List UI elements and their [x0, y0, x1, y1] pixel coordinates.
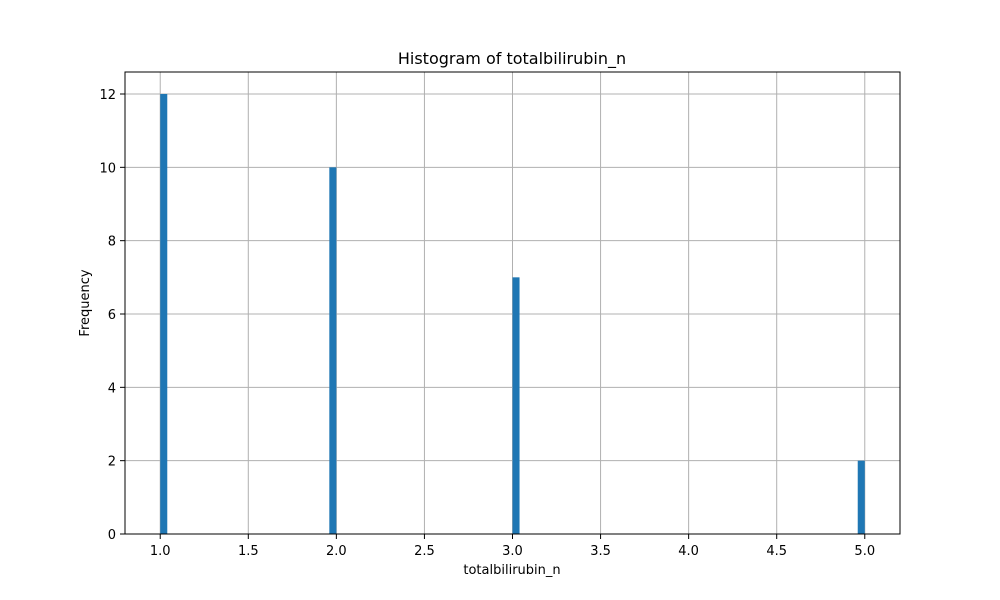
y-tick-label: 6 — [108, 308, 116, 323]
x-axis-label: totalbilirubin_n — [463, 563, 560, 578]
y-tick-label: 0 — [108, 528, 116, 543]
y-tick-label: 10 — [99, 161, 116, 176]
y-tick-label: 8 — [108, 235, 116, 250]
y-tick-label: 2 — [108, 455, 116, 470]
histogram-bar — [160, 94, 168, 534]
y-axis-label: Frequency — [78, 269, 93, 336]
x-tick-label: 2.5 — [414, 544, 435, 559]
histogram-bar — [857, 460, 865, 534]
x-tick-label: 4.5 — [766, 544, 787, 559]
y-tick-label: 12 — [99, 88, 116, 103]
x-tick-label: 5.0 — [854, 544, 875, 559]
x-tick-label: 3.0 — [502, 544, 523, 559]
x-tick-label: 4.0 — [678, 544, 699, 559]
x-tick-label: 2.0 — [326, 544, 347, 559]
histogram-bar — [512, 277, 520, 534]
y-tick-label: 4 — [108, 381, 116, 396]
histogram-bar — [329, 167, 337, 535]
chart-title: Histogram of totalbilirubin_n — [398, 49, 626, 69]
x-tick-label: 1.5 — [238, 544, 259, 559]
x-tick-label: 1.0 — [150, 544, 171, 559]
x-axis-ticks: 1.0 1.5 2.0 2.5 3.0 3.5 4.0 4.5 5.0 — [150, 534, 875, 559]
x-tick-label: 3.5 — [590, 544, 611, 559]
y-axis-ticks: 0 2 4 6 8 10 12 — [99, 88, 125, 543]
bars — [160, 94, 865, 535]
